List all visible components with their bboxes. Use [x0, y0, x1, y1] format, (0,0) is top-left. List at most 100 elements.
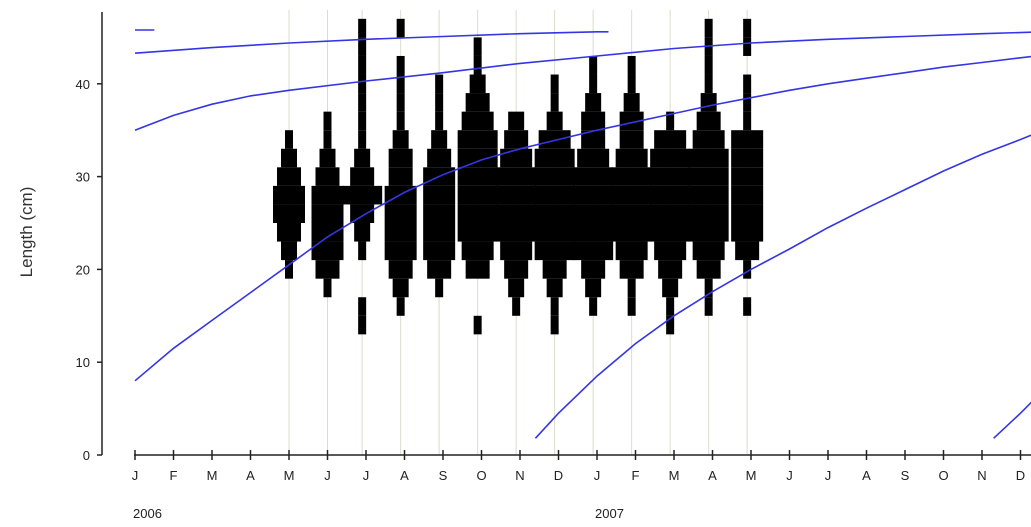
histogram-bar: [577, 148, 610, 168]
histogram-bar: [654, 241, 687, 261]
histogram-bar: [473, 55, 482, 75]
x-tick-label: M: [669, 468, 680, 483]
histogram-bar: [396, 18, 405, 38]
y-tick-label: 20: [76, 262, 90, 277]
histogram-bar: [573, 223, 614, 242]
histogram-bar: [457, 204, 498, 223]
histogram-bar: [427, 260, 452, 279]
histogram-bar: [500, 148, 533, 168]
histogram-bar: [396, 55, 405, 75]
histogram-bar: [461, 241, 494, 261]
histogram-bar: [319, 148, 336, 168]
histogram-bar: [435, 74, 444, 94]
histogram-bar: [435, 93, 444, 112]
growth-curve: [134, 31, 609, 54]
histogram-bar: [550, 93, 559, 112]
histogram-bar: [538, 130, 571, 149]
histogram-bar: [589, 55, 598, 75]
histogram-bar: [423, 204, 456, 223]
histogram-bar: [700, 93, 717, 112]
histogram-bar: [692, 241, 725, 261]
histogram-bar: [704, 74, 713, 94]
axes: [97, 12, 1031, 460]
histogram-bar: [615, 148, 648, 168]
histogram-bar: [731, 185, 764, 205]
histogram-bar: [550, 315, 559, 335]
histogram-bar: [731, 148, 764, 168]
histogram-bar: [311, 185, 344, 205]
histogram-bar: [504, 130, 529, 149]
histogram-bar: [534, 185, 575, 205]
histogram-bar: [743, 74, 752, 94]
histogram-bar: [457, 185, 498, 205]
growth-curve: [993, 401, 1031, 439]
histogram-bar: [650, 148, 691, 168]
histogram-bar: [496, 223, 537, 242]
histogram-bar: [743, 93, 752, 112]
growth-curve: [534, 134, 1031, 439]
x-tick-label: A: [400, 468, 409, 483]
histogram-bar: [688, 185, 729, 205]
histogram-bar: [396, 74, 405, 94]
histogram-bar: [388, 260, 413, 279]
histogram-bar: [619, 260, 644, 279]
histogram-bar: [457, 130, 498, 149]
histogram-bar: [311, 241, 344, 261]
histogram-bar: [573, 167, 614, 186]
histogram-bar: [611, 223, 652, 242]
histogram-bar: [550, 297, 559, 316]
histogram-bar: [358, 37, 367, 56]
histogram-bar: [358, 18, 367, 38]
histogram-bar: [423, 185, 456, 205]
year-label: 2006: [133, 506, 162, 521]
histogram-bar: [666, 297, 675, 316]
histogram-bar: [534, 204, 575, 223]
histogram-bar: [585, 278, 602, 298]
histogram-bar: [285, 130, 293, 149]
histogram-bar: [573, 241, 614, 261]
x-tick-label: S: [439, 468, 448, 483]
histogram-bar: [704, 297, 713, 316]
histogram-bar: [704, 55, 713, 75]
x-tick-label: S: [901, 468, 910, 483]
growth-curve: [134, 55, 1031, 382]
histogram-bar: [358, 74, 367, 94]
histogram-bar: [743, 260, 752, 279]
histogram-bar: [358, 130, 367, 149]
y-tick-label: 40: [76, 77, 90, 92]
histogram-bar: [473, 315, 482, 335]
x-tick-label: J: [786, 468, 793, 483]
histogram-bar: [589, 74, 598, 94]
histogram-bar: [546, 111, 563, 131]
histogram-bar: [396, 93, 405, 112]
year-label: 2007: [595, 506, 624, 521]
growth-curve: [134, 31, 1031, 131]
histogram-bar: [627, 55, 636, 75]
x-tick-label: J: [324, 468, 331, 483]
histogram-bar: [627, 74, 636, 94]
histogram-bar: [731, 204, 764, 223]
histogram-bar: [281, 148, 297, 168]
histogram-bar: [358, 297, 367, 316]
x-tick-label: D: [1016, 468, 1025, 483]
histogram-bar: [323, 111, 332, 131]
y-tick-label: 10: [76, 355, 90, 370]
histogram-bar: [611, 167, 652, 186]
histogram-bar: [650, 167, 691, 186]
histogram-bar: [354, 148, 371, 168]
histogram-bar: [534, 148, 575, 168]
histogram-bar: [273, 185, 305, 205]
histogram-bar: [396, 297, 405, 316]
histogram-bar: [323, 278, 332, 298]
histogram-bar: [273, 204, 305, 223]
histogram-bar: [508, 278, 525, 298]
x-tick-label: M: [207, 468, 218, 483]
histogram-bar: [704, 278, 713, 298]
x-tick-label: J: [594, 468, 601, 483]
histogram-bar: [696, 111, 721, 131]
histogram-bar: [666, 111, 675, 131]
histogram-bar: [650, 185, 691, 205]
x-tick-label: O: [476, 468, 486, 483]
y-tick-label: 0: [83, 448, 90, 463]
histogram-bar: [666, 315, 675, 335]
